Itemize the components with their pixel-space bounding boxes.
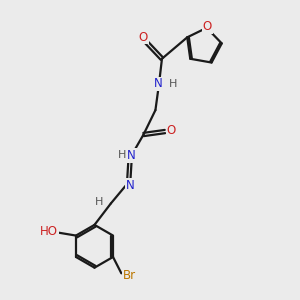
Text: O: O bbox=[167, 124, 176, 136]
Text: O: O bbox=[203, 20, 212, 33]
Text: O: O bbox=[138, 31, 148, 44]
Text: H: H bbox=[118, 150, 126, 160]
Text: H: H bbox=[95, 197, 104, 207]
Text: HO: HO bbox=[40, 225, 58, 238]
Text: N: N bbox=[127, 149, 136, 162]
Text: H: H bbox=[169, 79, 177, 89]
Text: Br: Br bbox=[123, 269, 136, 282]
Text: N: N bbox=[126, 178, 134, 191]
Text: N: N bbox=[154, 77, 163, 91]
